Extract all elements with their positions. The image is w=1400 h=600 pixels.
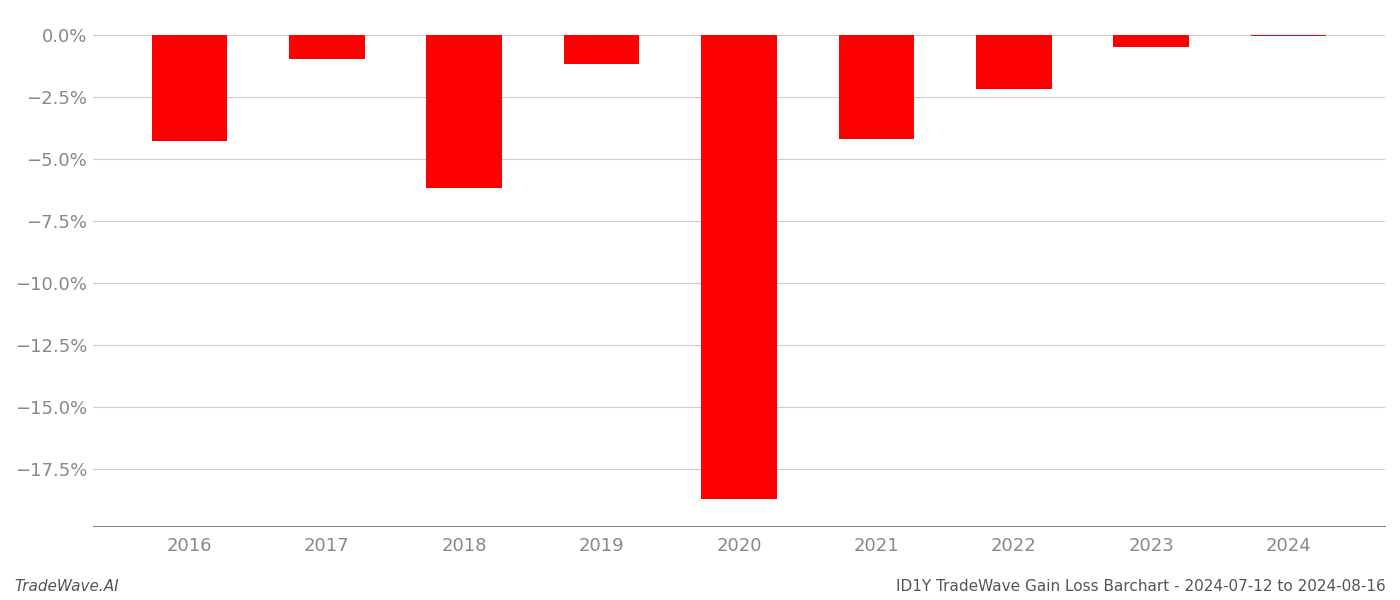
Text: ID1Y TradeWave Gain Loss Barchart - 2024-07-12 to 2024-08-16: ID1Y TradeWave Gain Loss Barchart - 2024… xyxy=(896,579,1386,594)
Bar xyxy=(701,35,777,499)
Bar xyxy=(976,35,1051,89)
Bar xyxy=(151,35,227,142)
Bar xyxy=(427,35,503,188)
Bar xyxy=(564,35,640,64)
Bar xyxy=(839,35,914,139)
Bar xyxy=(288,35,364,59)
Bar xyxy=(1113,35,1189,47)
Bar xyxy=(1250,35,1326,36)
Text: TradeWave.AI: TradeWave.AI xyxy=(14,579,119,594)
